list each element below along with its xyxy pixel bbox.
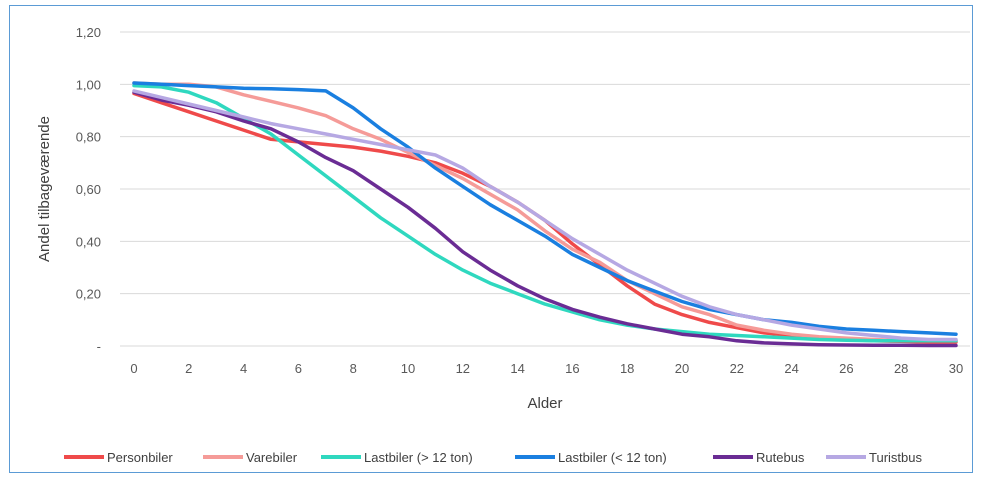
- legend-label: Lastbiler (< 12 ton): [558, 450, 667, 465]
- x-tick-label: 18: [620, 361, 634, 376]
- y-tick-label: 0,60: [76, 182, 101, 197]
- legend-label: Turistbus: [869, 450, 922, 465]
- series-lines: [132, 81, 958, 348]
- x-tick-label: 0: [130, 361, 137, 376]
- legend-label: Varebiler: [246, 450, 298, 465]
- x-tick-label: 30: [949, 361, 963, 376]
- y-axis-title: Andel tilbageværende: [36, 116, 53, 262]
- x-tick-label: 26: [839, 361, 853, 376]
- y-tick-label: 0,40: [76, 234, 101, 249]
- legend-label: Lastbiler (> 12 ton): [364, 450, 473, 465]
- y-tick-label: 1,00: [76, 77, 101, 92]
- x-axis-title: Alder: [527, 395, 562, 412]
- x-tick-label: 22: [730, 361, 744, 376]
- legend: Personbiler Varebiler Lastbiler (> 12 ton)…: [64, 450, 922, 465]
- x-tick-label: 16: [565, 361, 579, 376]
- x-tick-label: 24: [784, 361, 798, 376]
- x-tick-label: 20: [675, 361, 689, 376]
- series-line-lastbiler-12-ton: [132, 81, 958, 336]
- series-line-rutebus: [132, 90, 958, 348]
- series-line-lastbiler-12-ton: [132, 83, 958, 343]
- x-axis-ticks: 0 2 4 6 8 10 12 14 16 18 20 22 24 26 28 30: [130, 361, 963, 376]
- legend-label: Personbiler: [107, 450, 173, 465]
- x-tick-label: 12: [456, 361, 470, 376]
- x-tick-label: 4: [240, 361, 247, 376]
- x-tick-label: 6: [295, 361, 302, 376]
- series-line-varebiler: [132, 81, 958, 343]
- x-tick-label: 28: [894, 361, 908, 376]
- x-tick-label: 10: [401, 361, 415, 376]
- y-tick-label: 0,80: [76, 130, 101, 145]
- y-tick-label: 0,20: [76, 287, 101, 302]
- legend-label: Rutebus: [756, 450, 805, 465]
- y-axis-ticks: - 0,20 0,40 0,60 0,80 1,00 1,20: [76, 25, 101, 354]
- x-tick-label: 14: [510, 361, 524, 376]
- y-tick-label: 1,20: [76, 25, 101, 40]
- x-tick-label: 2: [185, 361, 192, 376]
- x-tick-label: 8: [350, 361, 357, 376]
- y-tick-label: -: [97, 339, 101, 354]
- series-line-turistbus: [132, 89, 958, 342]
